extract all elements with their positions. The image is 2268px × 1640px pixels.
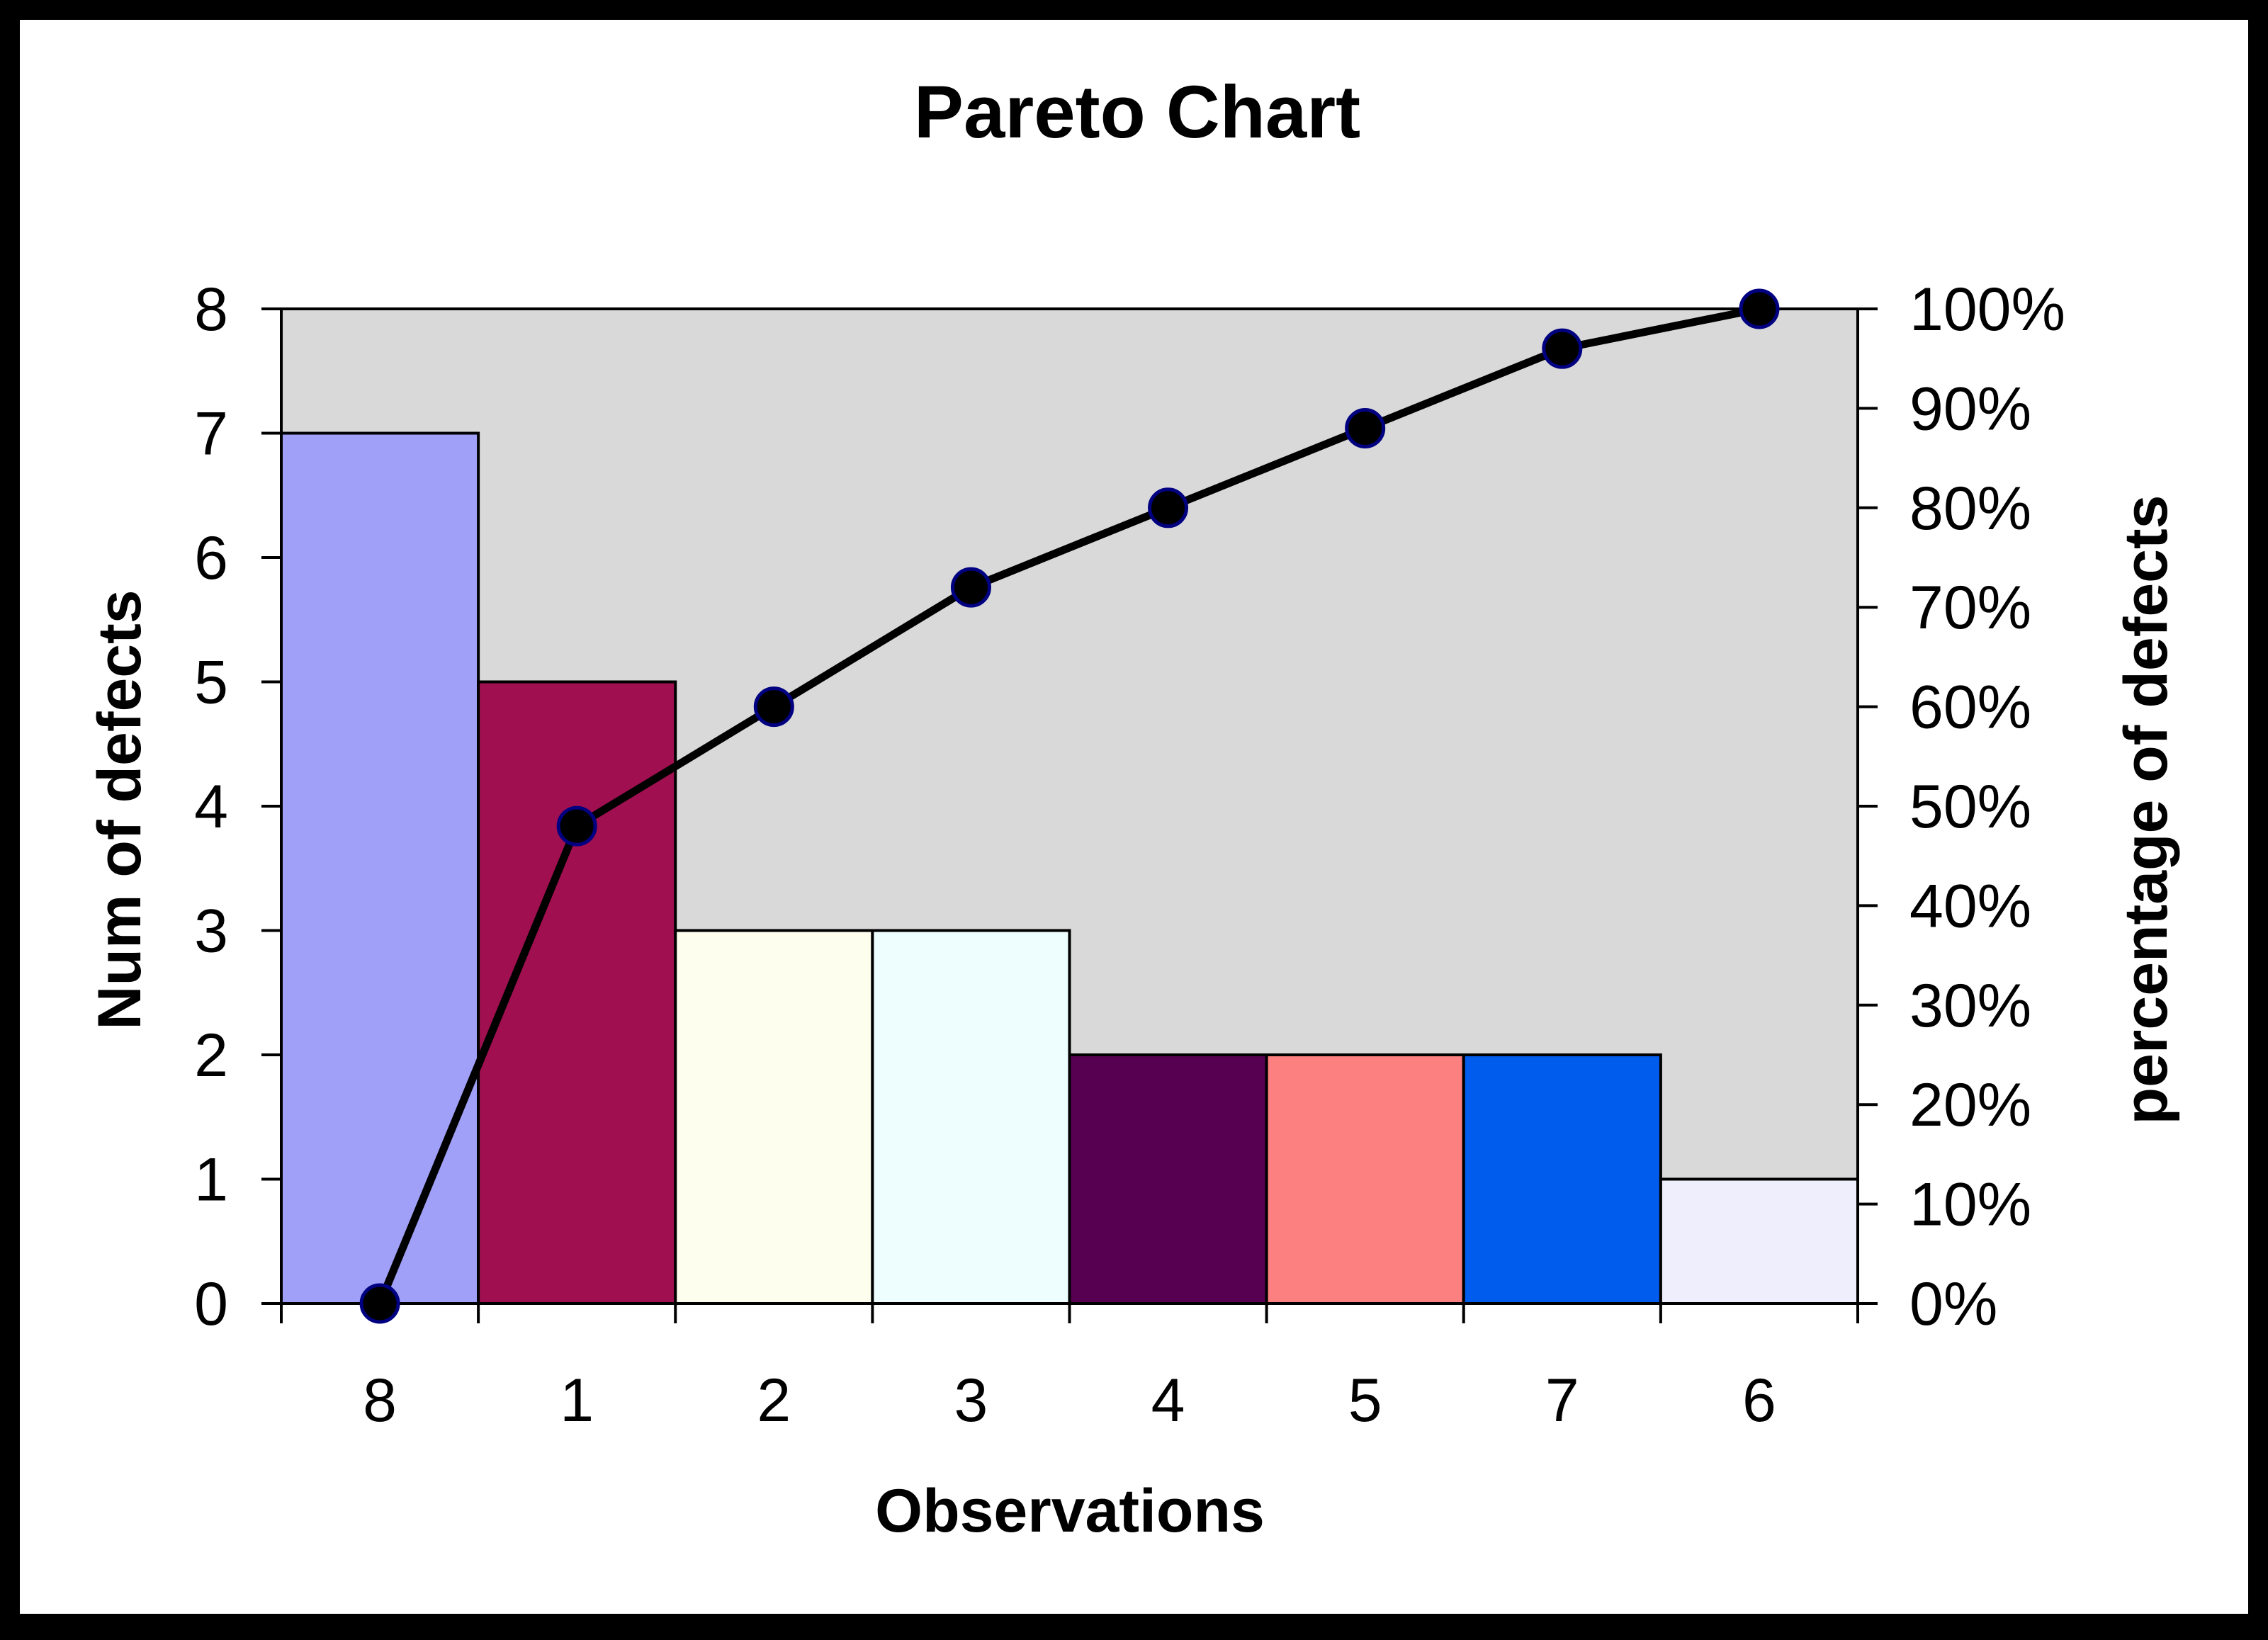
y2-tick-label-1: 10%: [1909, 1171, 2031, 1239]
y-axis-title: Num of defects: [86, 589, 154, 1029]
bar-4: [1068, 1053, 1268, 1305]
line-point-7: [1542, 328, 1583, 369]
y2-tick-label-2: 20%: [1909, 1071, 2031, 1139]
y-tick-label-6: 6: [194, 524, 228, 592]
x-tick-label-2: 2: [757, 1367, 791, 1435]
x-tick-label-3: 3: [954, 1367, 988, 1435]
line-point-5: [1345, 407, 1386, 448]
line-point-8: [359, 1283, 400, 1324]
chart-title: Pareto Chart: [914, 71, 1360, 154]
y-tick-label-1: 1: [194, 1146, 228, 1214]
bar-8: [280, 431, 480, 1305]
x-tick-label-1: 1: [560, 1367, 594, 1435]
x-tick-label-8: 8: [363, 1367, 397, 1435]
x-tick-label-7: 7: [1545, 1367, 1579, 1435]
line-point-4: [1148, 487, 1189, 528]
x-axis-title: Observations: [875, 1477, 1265, 1545]
y2-axis-title: percentage of defects: [2112, 495, 2180, 1125]
bar-6: [1659, 1177, 1859, 1305]
y-tick-label-7: 7: [194, 400, 228, 468]
line-point-3: [950, 567, 991, 608]
y2-tick-label-7: 70%: [1909, 574, 2031, 642]
y2-tick-label-0: 0%: [1909, 1270, 1997, 1338]
y2-tick-label-3: 30%: [1909, 972, 2031, 1040]
line-point-6: [1739, 288, 1780, 329]
bar-7: [1462, 1053, 1662, 1305]
y2-tick-label-10: 100%: [1909, 276, 2065, 344]
y-tick-label-0: 0: [194, 1270, 228, 1338]
y2-tick-label-5: 50%: [1909, 773, 2031, 841]
cumulative-percentage-line: [376, 305, 1761, 1306]
axes: 0123456780%10%20%30%40%50%60%70%80%90%10…: [194, 276, 2065, 1435]
bar-2: [674, 929, 874, 1305]
y-tick-label-3: 3: [194, 898, 228, 966]
x-tick-label-6: 6: [1742, 1367, 1776, 1435]
y2-tick-label-9: 90%: [1909, 375, 2031, 443]
y-tick-label-8: 8: [194, 276, 228, 344]
y2-tick-label-8: 80%: [1909, 475, 2031, 543]
cumulative-line: [359, 288, 1780, 1324]
x-tick-label-5: 5: [1348, 1367, 1382, 1435]
x-tick-label-4: 4: [1151, 1367, 1185, 1435]
y2-tick-label-4: 40%: [1909, 872, 2031, 940]
y2-tick-label-6: 60%: [1909, 674, 2031, 742]
line-point-1: [556, 805, 597, 847]
line-point-2: [753, 686, 794, 728]
bar-5: [1265, 1053, 1465, 1305]
labels: Pareto Chart Observations Num of defects…: [86, 71, 2180, 1545]
y-tick-label-2: 2: [194, 1022, 228, 1090]
bar-3: [871, 929, 1071, 1305]
y-tick-label-4: 4: [194, 773, 228, 841]
y-tick-label-5: 5: [194, 649, 228, 717]
